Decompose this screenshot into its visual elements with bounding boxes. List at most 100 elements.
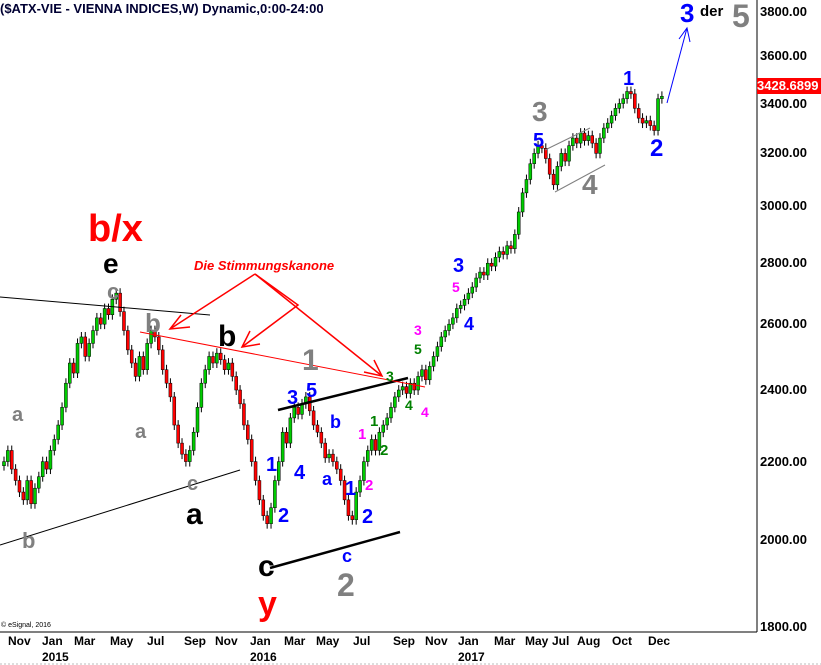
candle-up <box>358 480 362 493</box>
candle-up <box>369 439 374 451</box>
candle-up <box>280 431 285 462</box>
candle-down <box>582 132 587 141</box>
x-tick-label: Mar <box>74 634 96 648</box>
candle-up <box>273 480 277 508</box>
candle-down <box>652 125 656 131</box>
wave-label: 2 <box>337 567 355 603</box>
annotation-note: Die Stimmungskanone <box>194 258 335 273</box>
wave-label: 3 <box>414 322 422 338</box>
candle-up <box>466 292 471 300</box>
candle-up <box>40 461 45 477</box>
x-tick-label: Sep <box>393 634 416 648</box>
candle-down <box>29 480 33 505</box>
candle-down <box>246 424 250 440</box>
wave-label: der <box>700 3 724 20</box>
candle-down <box>284 431 289 444</box>
candle-down <box>172 396 177 426</box>
candle-up <box>474 277 478 288</box>
y-tick-label: 3000.00 <box>760 198 807 214</box>
y-tick-label: 3600.00 <box>760 48 807 64</box>
candle-down <box>489 262 494 267</box>
candle-up <box>524 179 529 194</box>
candle-up <box>447 323 451 331</box>
candle-up <box>559 153 564 167</box>
wave-label: c <box>187 473 199 495</box>
wave-label: 1 <box>266 454 278 476</box>
candle-down <box>184 453 188 462</box>
y-tick-label: 3200.00 <box>760 145 807 161</box>
candle-down <box>412 382 416 391</box>
candle-up <box>625 91 629 99</box>
candle-down <box>540 145 544 149</box>
candle-up <box>656 98 660 131</box>
candle-down <box>164 369 169 384</box>
candle-up <box>528 163 533 180</box>
x-tick-label: Oct <box>612 634 633 648</box>
candle-down <box>544 147 548 159</box>
candle-down <box>311 410 316 426</box>
wave-label: 5 <box>452 279 460 295</box>
candle-up <box>269 507 273 524</box>
wave-label: 3 <box>386 368 394 384</box>
wave-label: 2 <box>365 477 374 494</box>
x-tick-label: Dec <box>648 634 671 648</box>
wave-label: 1 <box>358 426 367 443</box>
x-tick-label: Jul <box>147 634 165 648</box>
wave-label: 2 <box>278 505 290 527</box>
candle-down <box>211 356 215 364</box>
candle-down <box>346 499 351 516</box>
wave-label: 3 <box>532 96 548 127</box>
wave-label: 1 <box>370 413 379 430</box>
candle-up <box>427 366 432 381</box>
candle-up <box>416 376 420 391</box>
candle-up <box>420 369 424 377</box>
candle-up <box>567 145 571 162</box>
candle-down <box>118 292 122 312</box>
forecast-arrow <box>666 26 691 104</box>
x-tick-label: Nov <box>215 634 238 648</box>
y-tick-label: 2200.00 <box>760 453 807 469</box>
candle-down <box>133 362 138 377</box>
candle-up <box>56 424 60 440</box>
candle-up <box>435 346 440 357</box>
wave-label: b <box>330 412 341 432</box>
candle-down <box>551 173 556 186</box>
candle-down <box>44 461 49 470</box>
x-tick-label: Mar <box>284 634 306 648</box>
candle-up <box>451 317 455 325</box>
candle-up <box>292 407 296 419</box>
candle-down <box>157 336 161 351</box>
candle-up <box>37 476 41 489</box>
y-tick-label: 2600.00 <box>760 316 807 332</box>
candle-up <box>145 343 149 370</box>
candle-up <box>68 362 72 384</box>
candle-up <box>327 453 331 459</box>
candle-down <box>17 480 22 493</box>
wave-label: 4 <box>294 462 306 484</box>
candle-down <box>218 352 223 360</box>
candle-up <box>33 487 37 505</box>
wave-label: 4 <box>464 314 475 334</box>
candle-down <box>153 330 157 338</box>
candle-down <box>257 480 262 501</box>
wave-label: 4 <box>405 397 413 413</box>
candle-down <box>261 499 266 516</box>
candle-down <box>648 120 653 126</box>
candle-down <box>331 453 335 462</box>
candle-down <box>633 93 637 109</box>
wave-label: c <box>342 546 353 566</box>
x-year-label: 2016 <box>250 650 277 664</box>
wave-label: y <box>258 585 277 623</box>
candle-up <box>408 382 413 394</box>
y-tick-label: 2800.00 <box>760 255 807 271</box>
candle-down <box>590 135 594 144</box>
candle-down <box>315 424 320 433</box>
candle-down <box>350 515 355 520</box>
candle-up <box>505 245 509 255</box>
channel-lower <box>269 530 401 570</box>
wave-label: a <box>12 404 24 426</box>
trendline-lower-left <box>0 469 241 546</box>
wave-label: a <box>322 469 333 489</box>
candle-down <box>575 137 579 144</box>
